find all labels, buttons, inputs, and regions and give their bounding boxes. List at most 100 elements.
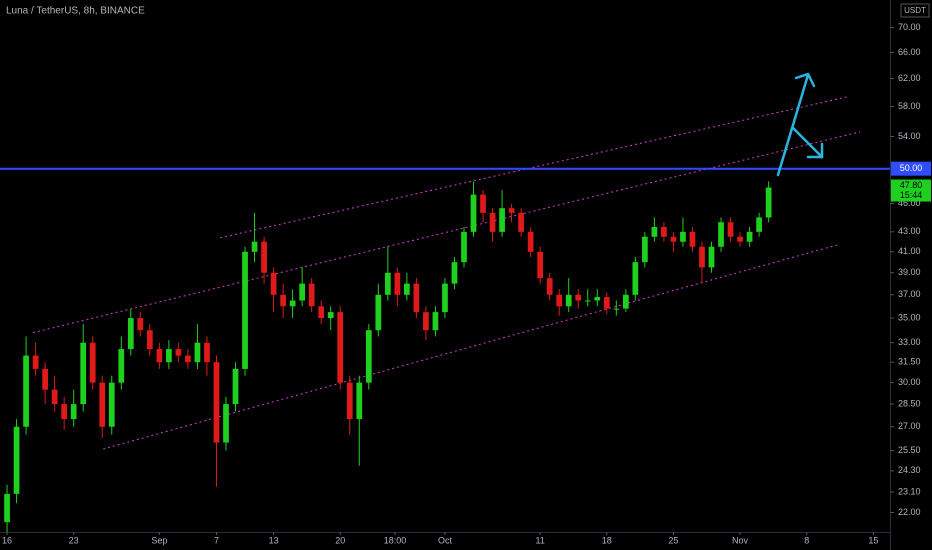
candle-body xyxy=(99,382,106,427)
candle-body xyxy=(708,246,715,268)
candle-body xyxy=(613,308,620,310)
arrow-down xyxy=(791,126,824,159)
y-tick-label: 39.00 xyxy=(898,267,921,277)
candle-body xyxy=(746,231,753,242)
candle-body xyxy=(584,300,591,302)
y-tick-label: 46.00 xyxy=(898,198,921,208)
y-tick-label: 58.00 xyxy=(898,101,921,111)
candle-body xyxy=(223,404,229,443)
channel-line xyxy=(103,244,839,450)
candle-body xyxy=(23,355,29,427)
arrow-down-head xyxy=(806,142,824,159)
candle-body xyxy=(108,382,115,427)
arrow-up-head xyxy=(794,72,816,88)
candle-body xyxy=(213,362,220,443)
candle-body xyxy=(146,330,153,350)
candle-body xyxy=(384,272,391,295)
candle-body xyxy=(13,426,20,494)
currency-label: USDT xyxy=(904,6,926,15)
plot xyxy=(0,96,890,532)
candle-body xyxy=(575,294,582,301)
y-tick-label: 23.10 xyxy=(898,486,921,496)
y-tick-label: 27.00 xyxy=(898,421,921,431)
candle-body xyxy=(80,342,87,405)
candle-body xyxy=(765,187,772,218)
candle-body xyxy=(42,368,48,390)
x-tick-label: Nov xyxy=(732,535,749,545)
candle-body xyxy=(470,194,477,232)
arrow-drawing xyxy=(776,72,824,177)
candle-body xyxy=(156,349,163,363)
candle-body xyxy=(423,312,429,331)
last-price-tag xyxy=(891,179,931,202)
candle-body xyxy=(642,236,648,263)
candle-body xyxy=(4,493,10,523)
candle-body xyxy=(365,330,372,383)
candle-body xyxy=(499,208,505,232)
y-tick-label: 31.50 xyxy=(898,357,921,367)
candle-body xyxy=(727,222,734,237)
candle-body xyxy=(175,349,182,356)
countdown-label: 15:44 xyxy=(900,190,923,200)
x-tick-label: 25 xyxy=(668,535,678,545)
y-tick-label: 25.50 xyxy=(898,445,921,455)
candle-body xyxy=(546,278,553,295)
last-price-label: 47.80 xyxy=(900,180,923,190)
candle-body xyxy=(166,349,172,363)
candle-body xyxy=(232,368,239,405)
x-tick-label: 23 xyxy=(69,535,79,545)
candle-body xyxy=(451,262,458,284)
y-tick-label: 33.00 xyxy=(898,337,921,347)
candle-body xyxy=(251,241,258,252)
candle-body xyxy=(356,382,363,420)
candle-body xyxy=(661,227,667,237)
x-tick-label: 8 xyxy=(804,535,809,545)
candle-body xyxy=(194,342,201,363)
currency-box xyxy=(900,3,930,18)
candle-body xyxy=(537,251,544,279)
candle-body xyxy=(756,217,762,232)
y-tick-label: 43.00 xyxy=(898,226,921,236)
candle-body xyxy=(594,297,601,301)
x-tick-label: 13 xyxy=(269,535,279,545)
x-tick-label: 7 xyxy=(214,535,219,545)
candle-body xyxy=(432,312,439,331)
candle-body xyxy=(527,231,534,252)
horizontal-line-tag xyxy=(891,161,931,176)
horizontal-line-label: 50.00 xyxy=(900,163,923,173)
candle-body xyxy=(89,342,96,383)
channel-line xyxy=(220,96,849,239)
y-tick-label: 54.00 xyxy=(898,131,921,141)
y-tick-label: 70.00 xyxy=(898,22,921,32)
candle-body xyxy=(280,294,286,307)
candle-body xyxy=(480,194,486,213)
x-tick-label: Oct xyxy=(438,535,453,545)
candle-body xyxy=(327,312,334,319)
candle-body xyxy=(651,227,658,237)
candle-body xyxy=(718,222,724,247)
candle-body xyxy=(337,312,344,383)
candle-body xyxy=(70,404,77,420)
candle-body xyxy=(204,342,210,363)
candle-body xyxy=(32,355,39,369)
candle-body xyxy=(508,208,515,213)
candle-body xyxy=(518,212,524,232)
y-tick-label: 30.00 xyxy=(898,377,921,387)
candle-body xyxy=(442,283,448,313)
candle-body xyxy=(308,283,315,307)
candle-body xyxy=(394,272,401,295)
candle-body xyxy=(689,231,696,247)
x-tick-label: Sep xyxy=(151,535,167,545)
candle-body xyxy=(270,272,277,295)
x-tick-label: 15 xyxy=(868,535,878,545)
x-tick-label: 18:00 xyxy=(384,535,407,545)
x-tick-label: 20 xyxy=(335,535,345,545)
candle-body xyxy=(127,318,134,350)
candle-body xyxy=(242,251,248,369)
y-tick-label: 35.00 xyxy=(898,312,921,322)
y-tick-label: 22.00 xyxy=(898,507,921,517)
candle-body xyxy=(118,349,125,383)
candle-body xyxy=(137,318,144,331)
y-tick-label: 66.00 xyxy=(898,47,921,57)
candle-body xyxy=(489,212,496,232)
